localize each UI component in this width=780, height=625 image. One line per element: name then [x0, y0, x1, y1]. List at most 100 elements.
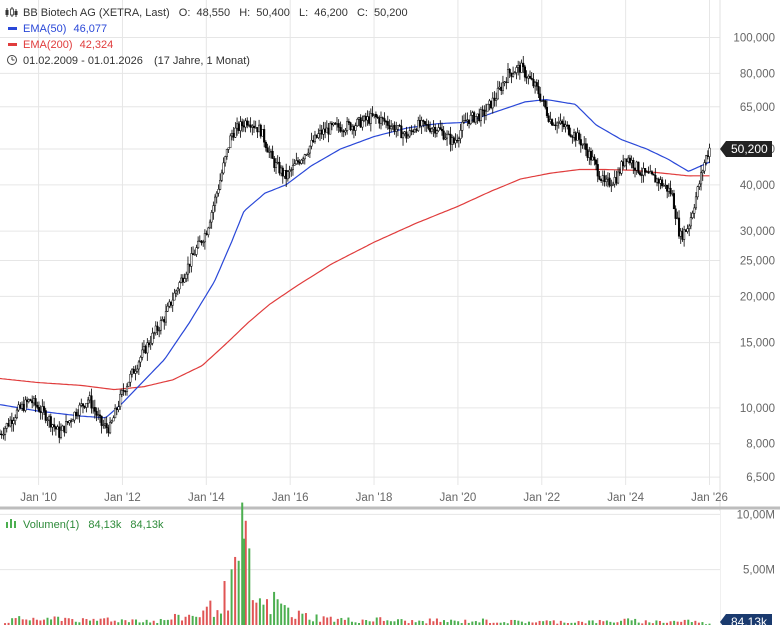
candle-body — [452, 137, 455, 144]
volume-bar — [648, 622, 651, 625]
candle-body — [637, 161, 640, 173]
candle-body — [303, 154, 306, 160]
candle-body — [422, 120, 425, 122]
price-plot-area[interactable] — [0, 0, 720, 505]
volume-bar — [354, 622, 357, 625]
volume-bar — [680, 621, 683, 625]
candle-body — [444, 137, 447, 140]
open-label: O: — [179, 7, 191, 19]
ema50-value: 46,077 — [73, 23, 107, 35]
candle-body — [417, 120, 420, 131]
candle-body — [9, 419, 12, 427]
volume-bar — [570, 622, 573, 625]
volume-bar — [347, 617, 350, 625]
candle-body — [191, 253, 195, 256]
candle-body — [683, 229, 686, 240]
candle-body — [525, 76, 528, 79]
candle-body — [415, 129, 418, 131]
volume-bar — [460, 623, 463, 625]
candle-body — [671, 193, 674, 195]
candle-body — [627, 157, 630, 163]
candle-body — [439, 127, 442, 130]
candle-body — [571, 136, 574, 138]
volume-bar — [315, 614, 318, 625]
candle-body — [208, 221, 212, 229]
candle-body — [589, 151, 593, 161]
candle-body — [249, 124, 252, 128]
candle-body — [557, 122, 560, 124]
candle-body — [369, 113, 372, 124]
candle-body — [429, 128, 432, 132]
candle-body — [611, 183, 615, 186]
volume-bar — [251, 600, 254, 625]
candle-body — [359, 117, 362, 128]
candle-body — [523, 66, 526, 78]
candle-body — [542, 100, 545, 102]
candle-body — [237, 123, 240, 131]
candle-body — [566, 124, 569, 127]
candle-body — [586, 149, 589, 158]
volume-bar — [446, 622, 449, 625]
volume-bar — [131, 619, 134, 625]
close-value: 50,200 — [374, 7, 408, 19]
candle-body — [693, 207, 696, 214]
last-price-tag: 50,200 — [720, 141, 772, 157]
candle-body — [364, 115, 367, 121]
candle-body — [193, 254, 196, 256]
volume-bar — [602, 621, 605, 625]
volume-bar — [110, 621, 113, 625]
volume-bar — [71, 619, 74, 625]
candle-body — [534, 82, 537, 87]
candle-body — [699, 172, 703, 185]
candle-body — [517, 64, 520, 68]
volume-bar — [248, 548, 251, 625]
volume-bar — [301, 613, 304, 625]
candle-body — [356, 119, 359, 126]
volume-bar — [53, 616, 56, 625]
candle-body — [473, 112, 476, 123]
candle-body — [579, 139, 582, 146]
volume-bar — [368, 621, 371, 625]
candle-body — [36, 404, 39, 408]
candle-body — [19, 404, 22, 409]
volume-plot-area[interactable] — [0, 511, 720, 625]
candle-body — [31, 400, 34, 404]
volume-bar — [503, 622, 506, 625]
candle-body — [259, 124, 262, 137]
volume-bar — [538, 620, 541, 625]
volume-bar — [662, 622, 665, 625]
volume-bar — [42, 619, 45, 625]
volume-bar — [701, 622, 704, 625]
candle-body — [146, 342, 149, 354]
candle-body — [49, 416, 52, 428]
candle-body — [176, 288, 179, 292]
candle-body — [251, 125, 254, 128]
y-tick-label: 8,000 — [746, 439, 775, 451]
candle-body — [403, 131, 406, 135]
volume-bar — [372, 621, 375, 625]
volume-bar — [243, 538, 246, 625]
volume-bar — [641, 623, 644, 625]
volume-bar — [478, 622, 481, 625]
candle-body — [17, 404, 20, 411]
candle-body — [315, 134, 318, 138]
candle-body — [373, 113, 376, 116]
candle-body — [190, 253, 193, 267]
candle-body — [374, 113, 377, 118]
volume-y-axis: 10,00M 5,00M — [737, 509, 775, 576]
candle-body — [225, 149, 228, 157]
ema200-swatch — [8, 43, 17, 46]
candle-body — [430, 128, 433, 132]
candle-body — [215, 192, 218, 198]
candle-body — [383, 118, 386, 122]
candle-body — [550, 119, 554, 126]
candle-body — [478, 113, 481, 122]
candle-body — [198, 240, 201, 243]
candle-body — [659, 179, 662, 184]
ema200-label: EMA(200) — [23, 39, 73, 51]
volume-bar — [404, 620, 407, 625]
volume-bar — [513, 619, 516, 625]
candle-body — [324, 128, 327, 133]
candle-body — [110, 420, 113, 423]
volume-bar — [453, 620, 456, 625]
